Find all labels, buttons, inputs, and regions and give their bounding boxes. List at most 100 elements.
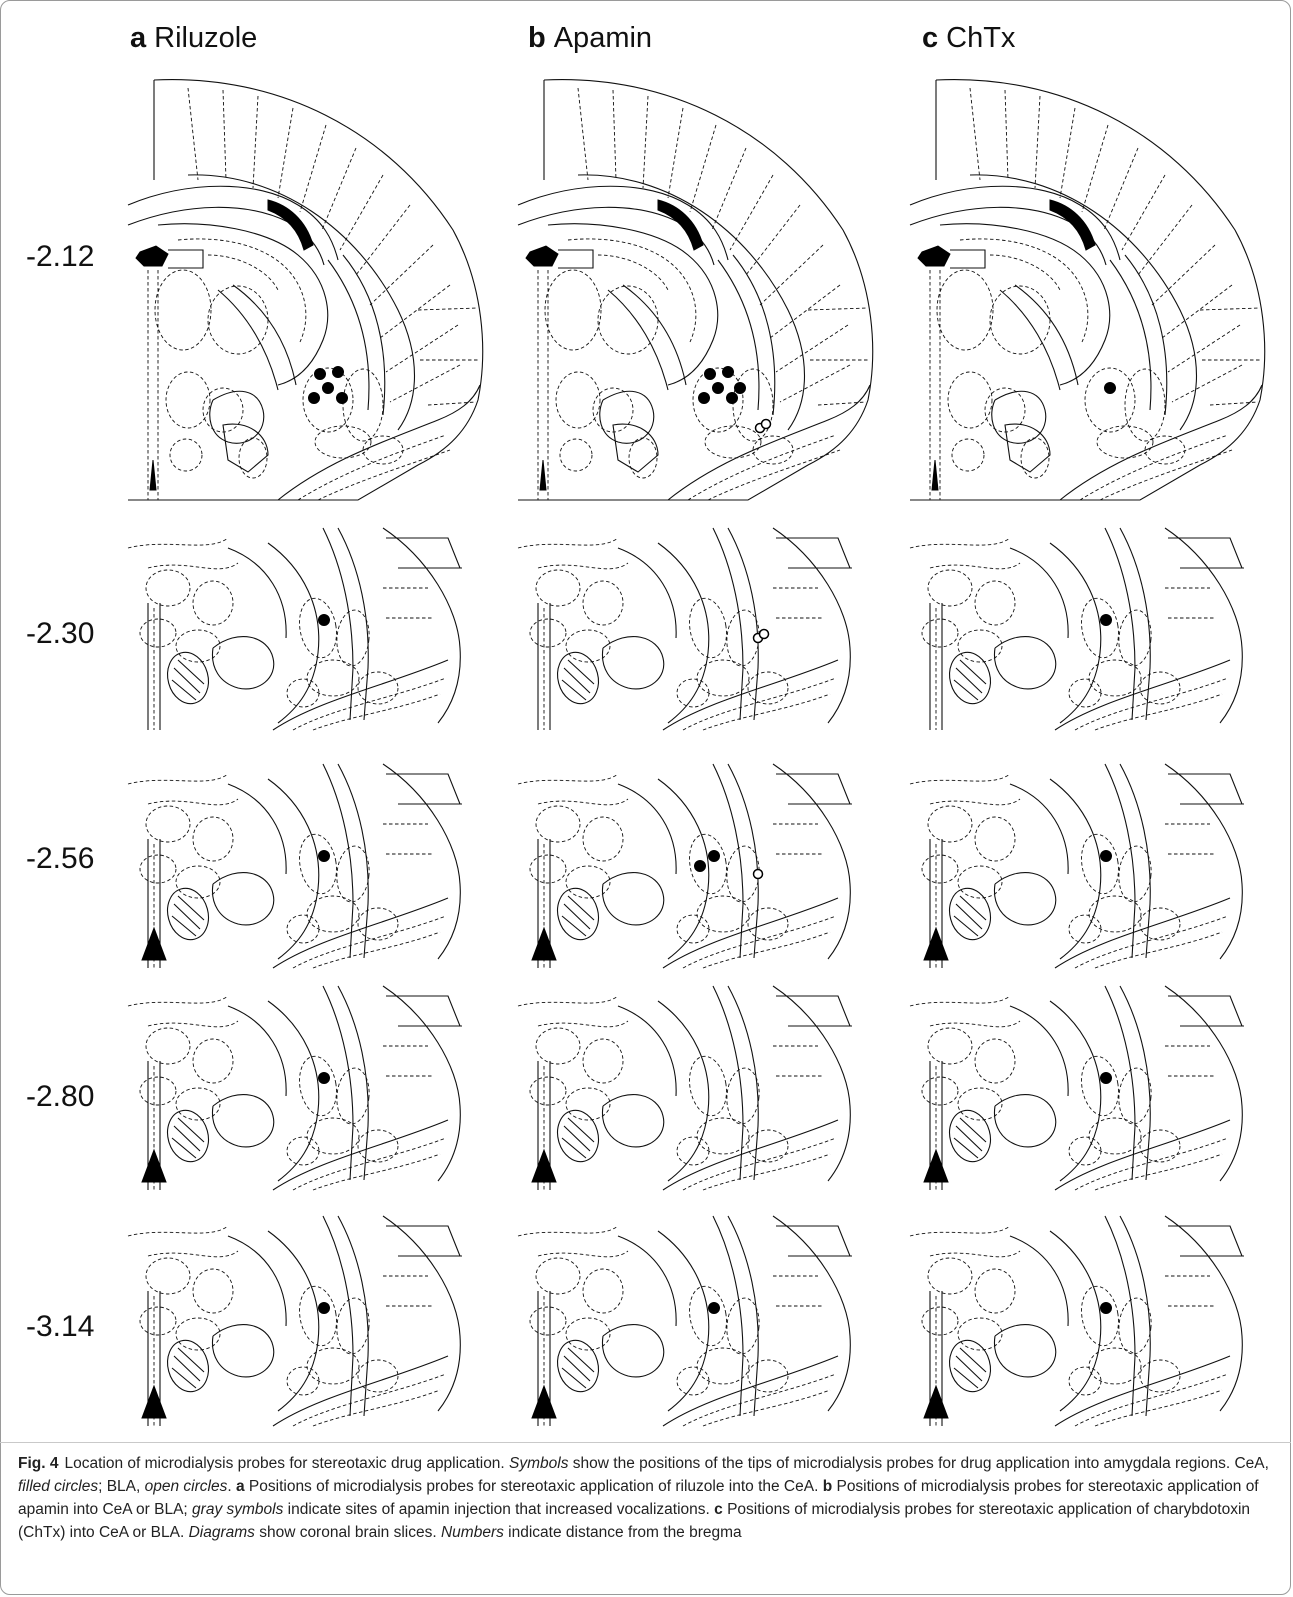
midline-notch (531, 926, 557, 961)
atlas-outline (1103, 147, 1139, 231)
midline-notch (149, 459, 157, 491)
atlas-outline (127, 773, 229, 785)
atlas-outline (1161, 284, 1233, 339)
atlas-nucleus (921, 618, 959, 648)
atlas-nucleus (1068, 914, 1102, 944)
probe-tip-cea-filled (322, 382, 334, 394)
atlas-outline (682, 915, 837, 969)
atlas-nucleus (692, 367, 744, 433)
atlas-outline (1164, 985, 1243, 1182)
atlas-outline (953, 659, 987, 701)
brain-slice-c-1 (909, 79, 1266, 501)
atlas-outline (272, 659, 449, 731)
atlas-outline (1074, 677, 1229, 731)
atlas-outline (769, 284, 841, 339)
atlas-outline (617, 1235, 677, 1327)
atlas-nucleus (747, 1359, 789, 1393)
atlas-nucleus (556, 651, 600, 705)
atlas-outline (537, 1250, 629, 1258)
atlas-nucleus (299, 833, 337, 895)
probe-tip-cea-filled (1100, 1072, 1112, 1084)
third-ventricle (135, 245, 169, 267)
atlas-outline (1094, 1389, 1223, 1427)
atlas-nucleus (357, 907, 399, 941)
atlas-outline (712, 1215, 744, 1417)
atlas-nucleus (565, 1087, 611, 1121)
caption-emphasis: filled circles (18, 1478, 99, 1495)
atlas-outline (989, 254, 1061, 291)
caption-text: ; BLA, (98, 1478, 145, 1495)
probe-tip-cea-filled (318, 614, 330, 626)
atlas-outline (657, 1230, 710, 1412)
panel-letter: c (922, 22, 939, 54)
atlas-nucleus (726, 1297, 760, 1355)
atlas-outline (227, 1005, 287, 1097)
atlas-outline (272, 1355, 449, 1427)
panel-header-b: b Apamin (528, 22, 652, 55)
atlas-nucleus (1068, 1366, 1102, 1396)
atlas-nucleus (555, 371, 601, 429)
panel-letter: b (528, 22, 546, 54)
atlas-outline (382, 527, 461, 724)
atlas-outline (211, 635, 275, 690)
atlas-outline (662, 659, 839, 731)
atlas-outline (312, 1153, 441, 1191)
atlas-nucleus (1118, 609, 1152, 667)
midline-notch (141, 1148, 167, 1183)
atlas-nucleus (362, 435, 404, 465)
atlas-nucleus (974, 1038, 1016, 1084)
atlas-outline (187, 174, 416, 431)
probe-tip-cea-filled (1100, 1302, 1112, 1314)
atlas-outline (617, 1005, 677, 1097)
atlas-nucleus (676, 678, 710, 708)
atlas-outline (383, 1275, 433, 1307)
atlas-outline (1119, 985, 1151, 1181)
atlas-outline (622, 284, 687, 386)
atlas-outline (1119, 763, 1151, 959)
atlas-outline (929, 1250, 1021, 1258)
atlas-nucleus (145, 569, 191, 607)
atlas-nucleus (582, 580, 624, 626)
atlas-outline (1124, 254, 1168, 416)
atlas-outline (1121, 174, 1166, 251)
atlas-nucleus (582, 1038, 624, 1084)
atlas-outline (1104, 763, 1136, 959)
lateral-ventricle (1049, 199, 1096, 251)
atlas-outline (147, 562, 239, 570)
atlas-outline (772, 985, 851, 1182)
atlas-outline (537, 1020, 629, 1028)
atlas-nucleus (529, 854, 567, 884)
atlas-nucleus (1081, 1285, 1119, 1347)
atlas-nucleus (139, 1076, 177, 1106)
atlas-outline (599, 390, 655, 444)
atlas-outline (950, 249, 986, 269)
probe-tip-bla-open (760, 418, 772, 430)
atlas-nucleus (145, 1257, 191, 1295)
atlas-outline (807, 307, 869, 311)
atlas-outline (712, 527, 744, 721)
atlas-outline (267, 778, 320, 960)
atlas-outline (1081, 124, 1109, 213)
atlas-nucleus (1081, 833, 1119, 895)
atlas-nucleus (202, 387, 244, 433)
atlas-nucleus (974, 816, 1016, 862)
atlas-outline (959, 238, 1089, 343)
atlas-nucleus (1081, 597, 1119, 659)
atlas-nucleus (192, 1038, 234, 1084)
atlas-outline (171, 895, 205, 937)
atlas-outline (776, 1225, 851, 1257)
atlas-outline (168, 249, 204, 269)
atlas-outline (682, 1137, 837, 1191)
probe-tip-cea-filled (722, 366, 734, 378)
atlas-outline (517, 537, 619, 549)
atlas-outline (1074, 1137, 1229, 1191)
atlas-outline (1094, 1153, 1223, 1191)
atlas-outline (517, 773, 619, 785)
atlas-outline (712, 763, 744, 959)
atlas-nucleus (1118, 845, 1152, 903)
atlas-nucleus (676, 1366, 710, 1396)
atlas-outline (322, 763, 354, 959)
atlas-nucleus (1088, 1347, 1142, 1385)
atlas-nucleus (535, 1257, 581, 1295)
